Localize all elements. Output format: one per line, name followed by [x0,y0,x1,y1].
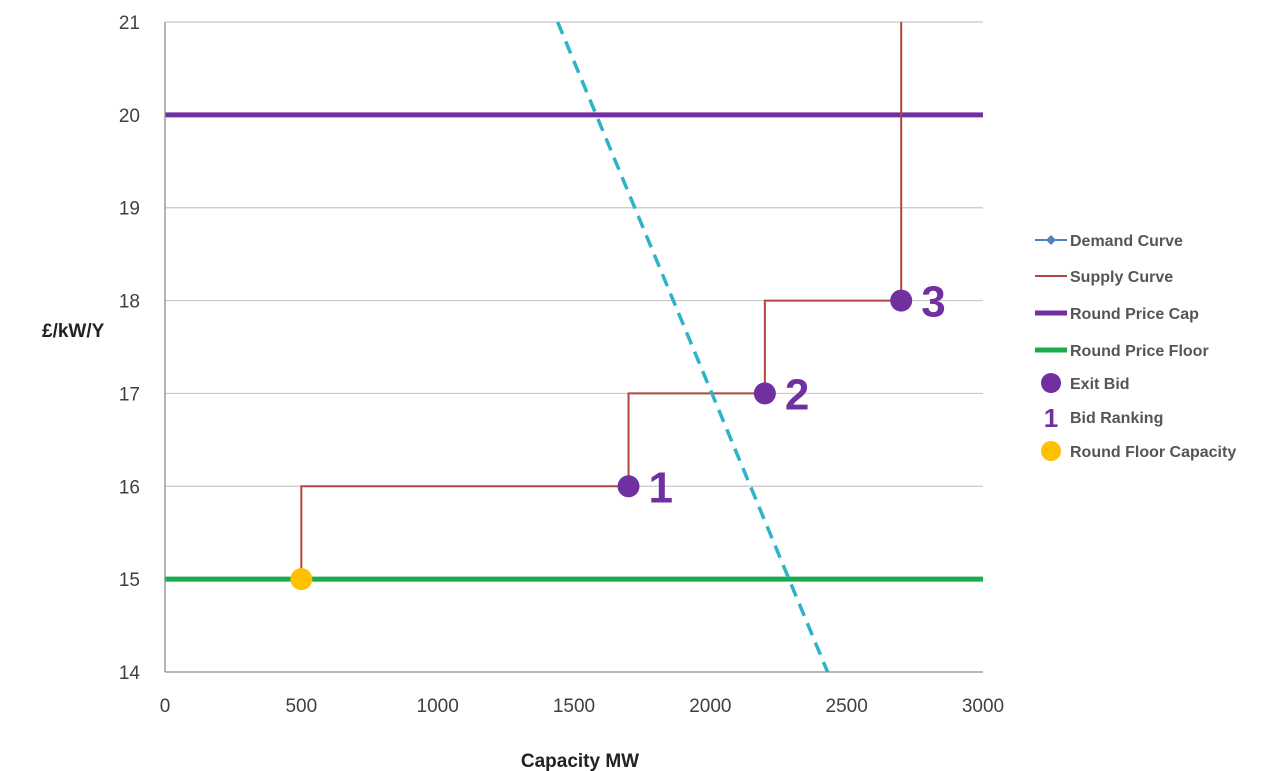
plot-markers: 1 2 3 [290,278,946,591]
y-tick-label: 15 [119,570,140,591]
x-axis-label: Capacity MW [521,751,639,771]
legend-exit-bid-icon [1041,373,1061,393]
exit-bid-marker [617,475,640,498]
x-axis-ticks: 0 500 1000 1500 2000 2500 3000 [160,696,1004,717]
exit-bid-marker [753,382,776,405]
y-axis-ticks: 14 15 16 17 18 19 20 21 [119,13,141,684]
bid-rank-label: 3 [921,278,945,327]
legend-item-floor: Round Price Floor [1035,343,1209,360]
legend-demand-marker-icon [1046,235,1056,245]
exit-bid-marker [890,289,913,312]
legend-label: Round Price Floor [1070,343,1209,360]
x-tick-label: 2000 [689,696,731,717]
legend-label: Exit Bid [1070,376,1130,393]
y-tick-label: 14 [119,663,141,684]
x-tick-label: 0 [160,696,171,717]
legend-item-exit: Exit Bid [1041,373,1130,393]
legend-item-rank: 1 Bid Ranking [1044,403,1164,433]
legend-label: Supply Curve [1070,269,1173,286]
demand-curve-line [556,21,830,673]
legend-label: Round Price Cap [1070,306,1199,323]
plot-series [165,21,983,673]
round-floor-capacity-marker [290,568,313,591]
x-tick-label: 500 [285,696,317,717]
legend-label: Demand Curve [1070,233,1183,250]
x-tick-label: 1500 [553,696,595,717]
legend-item-demand: Demand Curve [1035,233,1183,250]
bid-rank-label: 2 [785,370,809,419]
axes [164,22,983,673]
y-axis-label: £/kW/Y [42,321,105,342]
legend-item-cap: Round Price Cap [1035,306,1199,323]
legend-label: Bid Ranking [1070,410,1163,427]
legend-floor-capacity-icon [1041,441,1061,461]
legend-item-supply: Supply Curve [1035,269,1173,286]
legend-rank-glyph: 1 [1044,403,1058,433]
y-tick-label: 21 [119,13,140,34]
legend-label: Round Floor Capacity [1070,444,1236,461]
y-tick-label: 16 [119,477,140,498]
supply-curve-line [300,22,903,580]
x-tick-label: 1000 [417,696,459,717]
y-tick-label: 18 [119,292,140,313]
x-tick-label: 2500 [826,696,868,717]
y-tick-label: 20 [119,106,140,127]
y-tick-label: 19 [119,199,140,220]
legend-item-floorcap: Round Floor Capacity [1041,441,1236,461]
x-tick-label: 3000 [962,696,1004,717]
legend: Demand Curve Supply Curve Round Price Cap R… [1035,233,1236,461]
y-tick-label: 17 [119,384,140,405]
bid-rank-label: 1 [649,463,673,512]
